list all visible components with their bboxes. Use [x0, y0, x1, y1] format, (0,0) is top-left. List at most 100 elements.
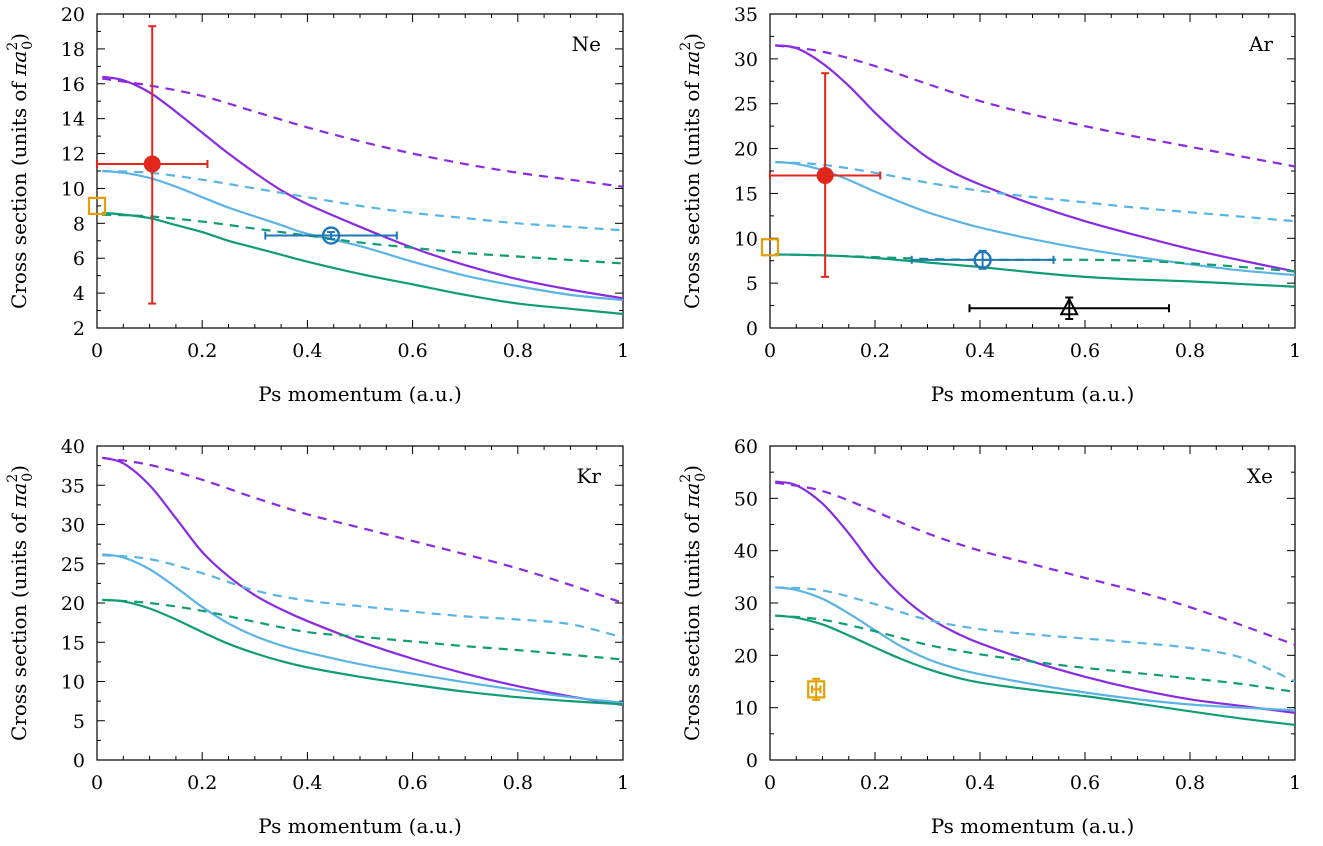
series-line-purple-dashed	[775, 44, 1295, 168]
x-tick-label: 0	[764, 772, 776, 794]
y-axis-label-pi: π	[7, 62, 31, 77]
x-tick-label: 0.4	[292, 772, 322, 794]
y-tick-label: 30	[734, 49, 758, 71]
y-tick-label: 20	[734, 645, 758, 667]
x-tick-label: 1	[617, 772, 629, 794]
plot-frame	[769, 445, 1296, 761]
y-tick-label: 10	[734, 228, 758, 250]
data-point-open-square	[87, 196, 107, 215]
data-point-open-triangle	[968, 296, 1170, 321]
y-tick-label: 20	[61, 4, 85, 26]
x-tick-label: 0.2	[860, 340, 890, 362]
y-axis-label-pi: π	[680, 494, 704, 509]
y-axis-label: Cross section (units of πa20)	[5, 33, 36, 309]
x-tick-label: 0.8	[503, 772, 533, 794]
series-line-sky-dashed	[775, 586, 1295, 683]
y-axis-label-sub: 0	[20, 41, 36, 50]
y-tick-label: 0	[746, 750, 758, 772]
series-line-purple-solid	[102, 75, 623, 300]
y-tick-label: 30	[61, 515, 85, 537]
y-tick-label: 20	[734, 139, 758, 161]
x-tick-label: 0.2	[860, 772, 890, 794]
y-tick-label: 16	[61, 74, 85, 96]
x-axis-label: Ps momentum (a.u.)	[258, 814, 462, 838]
y-axis-label-text: Cross section (units of	[7, 508, 31, 741]
x-tick-label: 0	[764, 340, 776, 362]
y-tick-label: 5	[73, 711, 85, 733]
y-axis-label-pi: π	[7, 494, 31, 509]
y-axis-label-close: )	[680, 33, 704, 41]
y-axis-label-text: Cross section (units of	[680, 508, 704, 741]
plot-frame	[96, 13, 624, 329]
marker-open-triangle	[1059, 297, 1079, 316]
series-line-purple-dashed	[775, 481, 1295, 646]
series-line-green-solid	[775, 614, 1295, 727]
x-tick-label: 0.2	[187, 772, 217, 794]
y-axis-label-sub: 0	[693, 473, 709, 482]
y-tick-label: 25	[734, 94, 758, 116]
y-tick-label: 12	[61, 144, 85, 166]
y-tick-label: 10	[61, 672, 85, 694]
series-group	[102, 75, 623, 316]
y-tick-label: 40	[61, 436, 85, 458]
y-axis-label-text: Cross section (units of	[680, 76, 704, 309]
y-tick-label: 8	[73, 213, 85, 235]
series-line-green-dashed	[775, 614, 1295, 694]
y-axis-label: Cross section (units of πa20)	[678, 33, 709, 309]
marker-open-circle	[973, 250, 992, 270]
marker-filled-circle	[143, 155, 161, 173]
series-group	[775, 44, 1295, 288]
y-tick-label: 40	[734, 541, 758, 563]
y-tick-label: 6	[73, 248, 85, 270]
y-tick-label: 35	[61, 475, 85, 497]
x-tick-label: 0.2	[187, 340, 217, 362]
y-axis-label-close: )	[7, 465, 31, 473]
series-line-green-dashed	[102, 213, 623, 265]
series-line-sky-dashed	[102, 554, 623, 639]
x-tick-label: 0.8	[1175, 340, 1205, 362]
series-line-sky-solid	[102, 169, 623, 302]
y-tick-label: 35	[734, 4, 758, 26]
plot-frame	[769, 13, 1296, 329]
y-tick-label: 10	[61, 178, 85, 200]
y-tick-label: 20	[61, 593, 85, 615]
y-axis-label-a: a	[7, 51, 31, 63]
y-tick-label: 4	[73, 283, 85, 305]
series-line-green-dashed	[102, 598, 623, 661]
data-point-open-square	[760, 238, 780, 257]
series-line-purple-solid	[101, 456, 623, 707]
x-tick-label: 0.4	[292, 340, 322, 362]
x-axis-label: Ps momentum (a.u.)	[258, 382, 462, 406]
series-group	[101, 456, 623, 707]
series-line-purple-solid	[775, 44, 1295, 273]
data-point-open-square	[807, 677, 826, 701]
x-tick-label: 0.4	[965, 340, 995, 362]
x-tick-label: 1	[1289, 772, 1301, 794]
panel-label: Ne	[572, 32, 601, 56]
marker-open-circle	[321, 226, 341, 245]
series-line-purple-dashed	[102, 456, 623, 605]
data-point-filled-circle	[96, 25, 209, 305]
x-axis-label: Ps momentum (a.u.)	[931, 382, 1135, 406]
y-tick-label: 0	[746, 318, 758, 340]
y-tick-label: 25	[61, 554, 85, 576]
x-tick-label: 0.4	[965, 772, 995, 794]
y-tick-label: 15	[734, 183, 758, 205]
y-axis-label-a: a	[680, 483, 704, 495]
marker-open-square	[760, 238, 780, 257]
x-tick-label: 0.8	[503, 340, 533, 362]
panel-label: Kr	[576, 464, 601, 488]
data-point-filled-circle	[769, 72, 882, 278]
data-point-open-circle	[264, 226, 398, 245]
marker-filled-circle	[816, 166, 834, 184]
y-axis-label-sub: 0	[20, 473, 36, 482]
y-tick-label: 10	[734, 698, 758, 720]
series-line-sky-solid	[775, 586, 1295, 712]
y-axis-label-a: a	[7, 483, 31, 495]
series-line-purple-dashed	[102, 77, 623, 188]
y-axis-label-sup: 2	[5, 474, 21, 483]
